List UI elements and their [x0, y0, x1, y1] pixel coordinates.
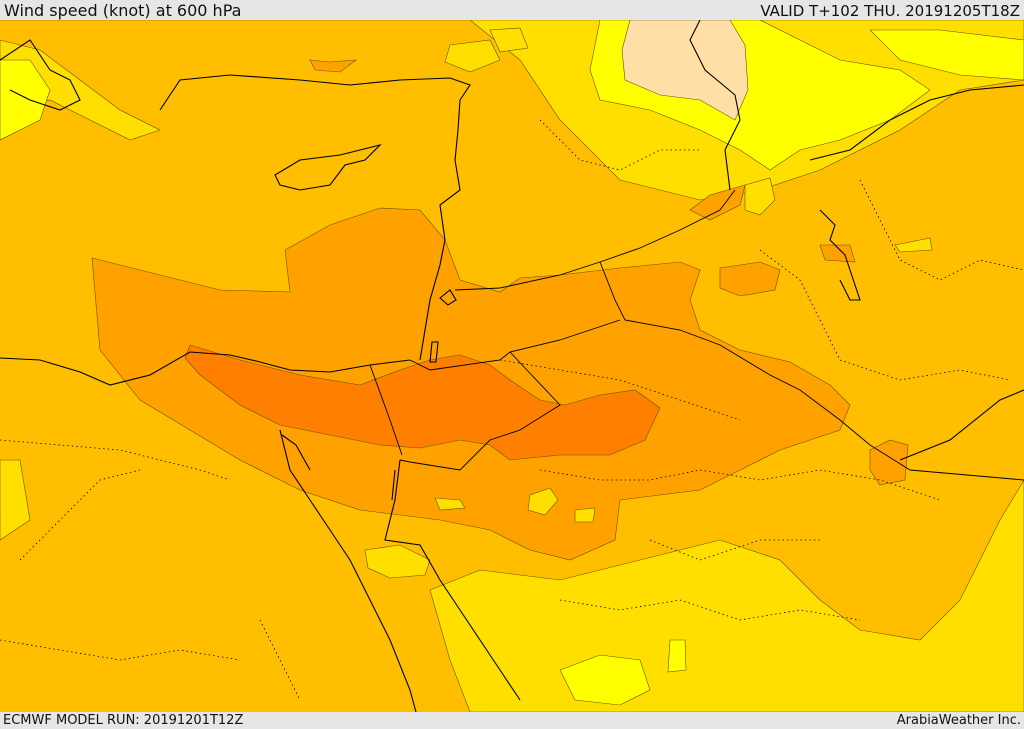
- band-40-50-regions: [184, 344, 661, 461]
- valid-time: VALID T+102 THU. 20191205T18Z: [760, 2, 1020, 20]
- header-bar: Wind speed (knot) at 600 hPa VALID T+102…: [0, 0, 1024, 20]
- province-boundaries: [0, 119, 1024, 701]
- wind-speed-map: [0, 20, 1024, 712]
- model-run: ECMWF MODEL RUN: 20191201T12Z: [3, 713, 244, 728]
- band-pale-region: [621, 20, 749, 121]
- coastlines: [0, 20, 1024, 712]
- country-borders: [369, 189, 1024, 481]
- footer-bar: ECMWF MODEL RUN: 20191201T12Z ArabiaWeat…: [0, 712, 1024, 729]
- small-band-spots: [434, 27, 776, 523]
- credit-label: ArabiaWeather Inc.: [896, 713, 1021, 728]
- map-title: Wind speed (knot) at 600 hPa: [4, 1, 242, 20]
